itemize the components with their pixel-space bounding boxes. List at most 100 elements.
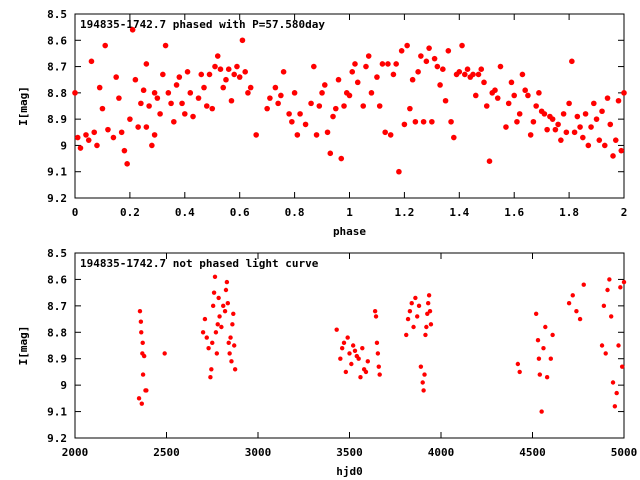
data-point: [360, 103, 367, 109]
data-point: [429, 118, 435, 125]
data-point: [505, 100, 512, 107]
data-point: [541, 111, 548, 117]
data-point: [411, 324, 416, 330]
data-point: [324, 129, 331, 136]
x-tick-label: 0.4: [175, 206, 195, 219]
data-point: [179, 100, 185, 107]
data-point: [335, 76, 342, 83]
data-point: [352, 348, 358, 353]
data-point: [437, 82, 443, 88]
data-point: [217, 314, 222, 319]
data-point: [409, 76, 416, 83]
data-point: [99, 105, 106, 112]
data-point: [580, 134, 586, 141]
data-point: [162, 351, 167, 356]
y-tick-label: 9: [60, 139, 67, 152]
data-point: [94, 142, 100, 149]
data-point: [375, 351, 381, 356]
data-point: [533, 311, 539, 316]
data-point: [401, 121, 408, 128]
data-point: [157, 111, 163, 117]
data-point: [200, 330, 206, 335]
data-point: [127, 116, 133, 122]
data-point: [141, 353, 147, 359]
data-point: [102, 42, 108, 49]
data-point: [140, 340, 145, 346]
data-point: [418, 364, 424, 369]
data-point: [536, 90, 542, 96]
data-point: [231, 311, 236, 316]
y-tick-label: 8.5: [47, 8, 67, 21]
data-point: [72, 90, 78, 96]
data-point: [204, 335, 209, 340]
data-point: [356, 356, 361, 361]
data-point: [511, 92, 517, 99]
data-point: [503, 124, 509, 130]
data-point: [416, 303, 422, 309]
data-point: [195, 95, 202, 101]
y-tick-label: 9.2: [47, 192, 67, 205]
y-tick-label: 8.7: [47, 61, 67, 74]
data-point: [345, 335, 350, 340]
data-point: [372, 308, 378, 314]
data-point: [519, 71, 526, 78]
data-point: [347, 351, 352, 356]
data-point: [280, 69, 287, 75]
data-point: [601, 142, 608, 149]
phased-light-curve-panel: 0 0.2 0.4 0.6 0.8 1 1.2 1.4 1.6 1.8 2 8.5 8.6 8.7 8.8 8…: [17, 8, 627, 238]
data-point: [229, 359, 234, 364]
data-point: [428, 322, 434, 327]
data-point: [552, 126, 559, 133]
data-point: [215, 322, 220, 327]
data-point: [376, 364, 381, 369]
data-point: [544, 126, 550, 133]
data-point: [338, 356, 343, 361]
chart-title: 194835-1742.7 phased with P=57.580day: [80, 18, 325, 31]
data-point: [588, 124, 594, 130]
data-point: [187, 90, 194, 96]
y-axis-label: I[mag]: [17, 326, 30, 366]
data-point: [425, 311, 430, 316]
data-point: [160, 71, 166, 78]
data-point: [555, 121, 561, 128]
data-point: [464, 66, 471, 72]
data-point: [198, 71, 205, 78]
y-tick-label: 8.5: [47, 247, 67, 260]
data-point: [603, 351, 608, 356]
data-point: [139, 401, 144, 406]
data-point: [341, 340, 347, 346]
data-point: [267, 95, 273, 101]
data-point: [404, 332, 409, 338]
data-point: [225, 301, 231, 306]
data-point: [615, 97, 622, 104]
data-point: [420, 118, 427, 125]
data-point: [212, 274, 218, 279]
data-point: [382, 129, 388, 136]
data-point: [607, 121, 614, 128]
x-tick-label: 1.4: [449, 206, 469, 219]
y-tick-label: 8.9: [47, 113, 67, 126]
data-point: [621, 279, 627, 285]
data-point: [517, 369, 522, 375]
data-point: [577, 316, 583, 322]
data-point: [363, 63, 369, 70]
data-point: [118, 129, 125, 136]
data-point: [413, 295, 418, 301]
data-point: [162, 42, 169, 49]
y-tick-label: 8.6: [47, 34, 67, 47]
data-point: [96, 84, 103, 91]
data-point: [209, 367, 214, 372]
data-point: [591, 100, 597, 107]
data-point: [113, 74, 119, 80]
data-point: [585, 142, 592, 149]
data-point: [374, 74, 380, 80]
data-point: [294, 132, 301, 138]
data-point: [612, 137, 619, 143]
x-tick-label: 0.6: [230, 206, 250, 219]
data-point: [533, 103, 539, 109]
data-point: [223, 76, 229, 83]
data-point: [486, 158, 493, 164]
data-point: [379, 61, 386, 67]
data-point: [423, 332, 428, 338]
data-point: [612, 404, 618, 409]
